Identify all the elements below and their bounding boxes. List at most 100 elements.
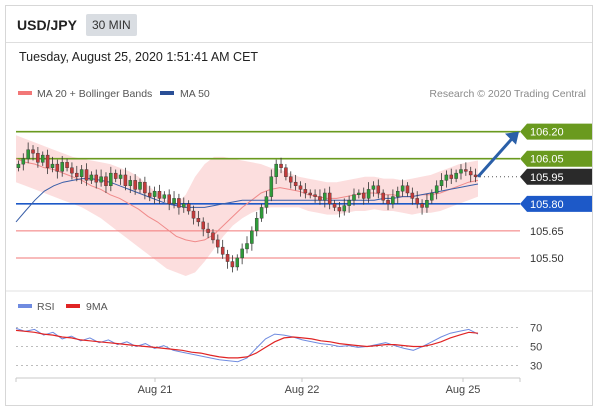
candle-body — [206, 228, 210, 233]
candle-body — [289, 176, 293, 183]
candle-body — [332, 203, 337, 208]
candle-body — [172, 198, 176, 205]
candle-body — [396, 190, 400, 197]
candle-body — [240, 248, 244, 259]
candle-body — [264, 196, 269, 208]
legend-swatch-ma50 — [160, 91, 174, 95]
candle-body — [318, 196, 322, 201]
level-label-105-65: 105.65 — [530, 226, 564, 238]
candle-body — [405, 185, 410, 194]
candle-body — [376, 185, 381, 194]
candle-body — [454, 172, 458, 179]
legend-label-rsi: RSI — [37, 301, 55, 313]
level-label-106-20: 106.20 — [530, 127, 564, 139]
candle-body — [327, 192, 332, 205]
candle-body — [473, 174, 478, 177]
candle-body — [323, 192, 327, 201]
level-box-106-20 — [520, 123, 592, 140]
candle-body — [133, 180, 137, 190]
candle-body — [386, 200, 390, 205]
candle-body — [152, 190, 157, 197]
candle-body — [60, 162, 64, 172]
candle-body — [186, 203, 191, 212]
candle-body — [459, 169, 463, 174]
legend-swatch-9ma — [66, 304, 80, 308]
candle-body — [245, 243, 249, 250]
candle-body — [410, 192, 415, 199]
candle-body — [425, 200, 429, 208]
candle-body — [444, 174, 449, 181]
candle-body — [182, 203, 186, 208]
candle-body — [109, 172, 113, 186]
candle-body — [357, 192, 361, 195]
candle-body — [123, 174, 128, 186]
candle-body — [211, 232, 215, 241]
candle-body — [235, 257, 240, 268]
level-label-105-50: 105.50 — [530, 253, 564, 265]
legend-label-ma50: MA 50 — [180, 88, 210, 100]
candle-body — [128, 180, 133, 186]
candle-body — [337, 207, 342, 212]
candle-body — [201, 221, 205, 230]
rsi-tick-50: 50 — [530, 342, 542, 354]
x-tick-label-aug-22: Aug 22 — [285, 384, 320, 396]
candle-body — [89, 174, 94, 181]
candle-body — [143, 181, 147, 194]
candle-body — [449, 174, 454, 179]
x-tick-label-aug-25: Aug 25 — [446, 384, 481, 396]
candle-body — [313, 194, 317, 197]
candle-body — [308, 192, 312, 195]
candle-body — [279, 163, 283, 168]
candle-body — [434, 185, 439, 194]
candle-body — [79, 169, 84, 177]
price-panel: 106.20 106.05 105.95 105.80 105.65 105.50 — [15, 123, 592, 276]
candle-body — [420, 203, 424, 208]
bollinger-band — [16, 135, 478, 276]
candle-body — [400, 185, 405, 192]
candle-body — [361, 192, 366, 199]
candle-body — [284, 167, 288, 177]
candle-body — [274, 163, 278, 177]
ma20-line — [15, 158, 479, 243]
level-box-106-05 — [520, 150, 592, 167]
legend-swatch-ma20 — [18, 91, 32, 95]
rsi-series-rsi — [15, 327, 479, 363]
currency-pair: USD/JPY — [17, 17, 77, 33]
forecast-arrow-shaft — [476, 137, 514, 178]
timeframe-badge[interactable]: 30 MIN — [86, 14, 137, 36]
rsi-tick-70: 70 — [530, 323, 542, 335]
candle-body — [220, 246, 225, 255]
candle-body — [439, 180, 444, 186]
x-axis: Aug 21 Aug 22 Aug 25 — [15, 378, 521, 396]
candle-body — [16, 163, 21, 168]
candle-body — [75, 172, 79, 177]
candle-body — [147, 192, 152, 197]
candle-body — [216, 239, 220, 248]
level-label-105-80: 105.80 — [530, 199, 564, 211]
candle-body — [342, 205, 347, 212]
candle-body — [157, 190, 162, 199]
candle-body — [26, 149, 30, 159]
candle-body — [254, 218, 259, 232]
rsi-tick-30: 30 — [530, 361, 542, 373]
candle-body — [191, 210, 196, 219]
candle-body — [464, 169, 468, 172]
candle-body — [391, 196, 395, 205]
candle-body — [225, 254, 230, 262]
candle-body — [70, 167, 74, 174]
candle-body — [415, 198, 419, 205]
candle-body — [65, 162, 69, 168]
candle-body — [269, 176, 274, 197]
candle-body — [55, 163, 60, 172]
candle-body — [138, 181, 142, 190]
candle-body — [50, 163, 55, 168]
candle-body — [94, 174, 98, 183]
candle-body — [118, 174, 123, 179]
candle-body — [84, 169, 89, 181]
candle-body — [371, 185, 376, 190]
level-box-105-80 — [520, 195, 592, 212]
credit-text: Research © 2020 Trading Central — [429, 88, 586, 100]
candle-body — [366, 189, 371, 199]
candle-body — [347, 200, 351, 206]
